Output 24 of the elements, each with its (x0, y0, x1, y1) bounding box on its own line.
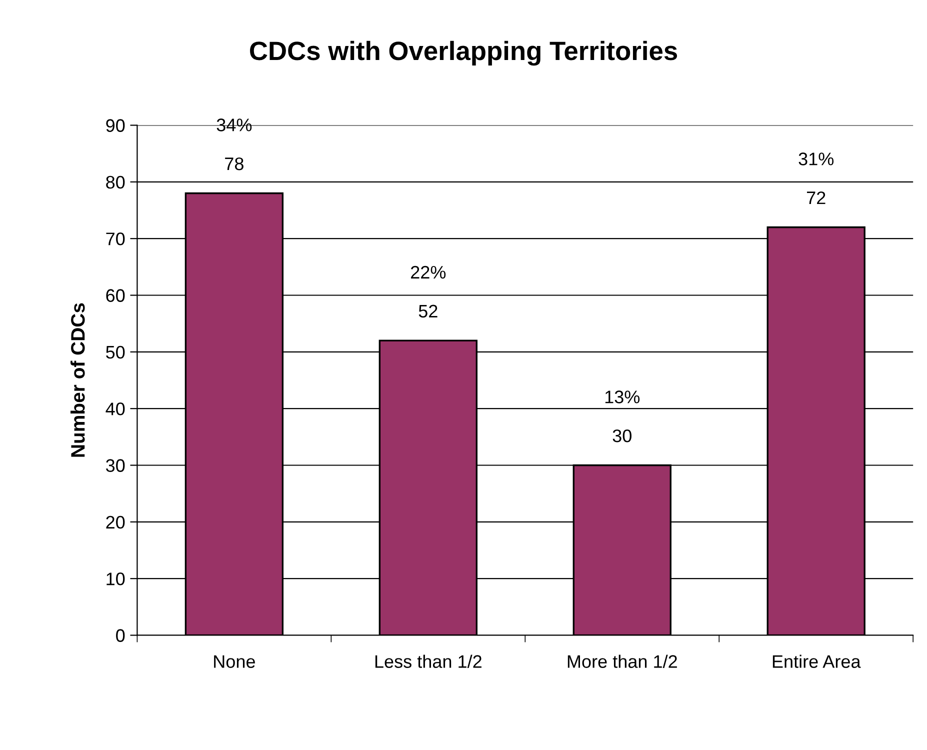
y-tick-label: 40 (106, 402, 125, 416)
data-label: 72 (806, 191, 826, 204)
x-tick-label: More than 1/2 (568, 654, 677, 668)
x-tick-label: None (214, 655, 255, 668)
y-axis-title: Number of CDCs (70, 303, 85, 457)
y-tick-label: 10 (106, 572, 125, 586)
y-tick-label: 20 (106, 516, 125, 529)
x-tick-label: Entire Area (772, 654, 861, 668)
chart-title: CDCs with Overlapping Territories (250, 40, 678, 66)
y-tick-label: 30 (106, 459, 125, 472)
y-tick-label: 50 (106, 346, 125, 359)
data-label: 52 (418, 304, 438, 318)
y-tick-label: 0 (116, 629, 125, 642)
y-tick-label: 80 (106, 176, 125, 189)
data-label: 78 (225, 157, 244, 170)
x-tick-label: Less than 1/2 (375, 654, 482, 668)
y-tick-label: 90 (106, 119, 125, 132)
annotation: 22% (411, 266, 446, 279)
annotation: 13% (605, 390, 640, 404)
data-label: 30 (612, 429, 632, 442)
annotation: 34% (216, 118, 252, 132)
y-tick-label: 60 (106, 289, 125, 302)
annotation: 31% (798, 152, 834, 166)
y-tick-label: 70 (106, 232, 125, 246)
